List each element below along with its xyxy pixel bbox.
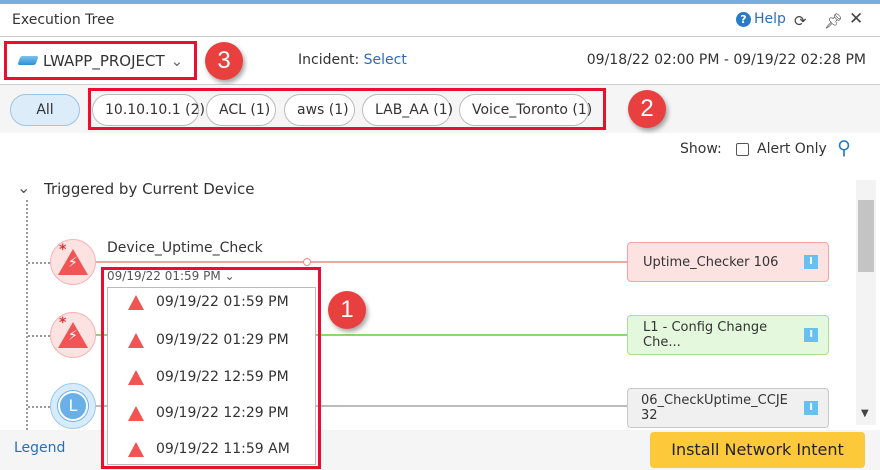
target-box[interactable]: Uptime_Checker 106 I <box>627 242 829 282</box>
info-icon[interactable]: I <box>804 328 818 342</box>
time-dropdown: 09/19/22 01:59 PM 09/19/22 01:29 PM 09/1… <box>107 287 316 465</box>
connector-line <box>96 334 627 336</box>
dropdown-item[interactable]: 09/19/22 01:29 PM <box>128 332 289 348</box>
pin-icon[interactable]: 📌︎ <box>824 12 844 30</box>
header-row: LWAPP_PROJECT ⌄ 3 Incident: Select 09/18… <box>0 37 880 85</box>
alert-node[interactable]: * ⚡︎ <box>50 312 96 358</box>
window-title: Execution Tree <box>12 12 115 28</box>
dropdown-item[interactable]: 09/19/22 11:59 AM <box>128 441 290 457</box>
annotation-badge-1: 1 <box>328 291 366 329</box>
dropdown-item-label: 09/19/22 12:29 PM <box>156 405 289 421</box>
date-range: 09/18/22 02:00 PM - 09/19/22 02:28 PM <box>586 52 866 68</box>
help-icon: ? <box>736 11 751 27</box>
incident-select-link[interactable]: Select <box>363 52 407 68</box>
incident-label: Incident: <box>298 52 360 68</box>
filter-all[interactable]: All <box>10 94 80 126</box>
dropdown-item[interactable]: 09/19/22 01:59 PM <box>128 294 289 310</box>
annotation-box-2 <box>88 88 606 130</box>
connector-line <box>96 405 627 407</box>
schedule-node[interactable]: L <box>50 383 96 429</box>
time-selector[interactable]: 09/19/22 01:59 PM ⌄ <box>107 269 235 283</box>
search-icon[interactable]: ⚲ <box>837 137 851 159</box>
connector-line <box>96 261 627 263</box>
collapse-chevron-icon[interactable]: ⌄ <box>17 178 31 197</box>
project-icon <box>17 56 39 65</box>
filter-bar: All 10.10.10.1 (2) ACL (1) aws (1) LAB_A… <box>0 85 880 133</box>
target-box[interactable]: 06_CheckUptime_CCJE 32 I <box>627 388 829 428</box>
target-label: 06_CheckUptime_CCJE 32 <box>641 393 788 423</box>
info-icon[interactable]: I <box>804 255 818 269</box>
help-label: Help <box>754 11 786 27</box>
filter-pill[interactable]: aws (1) <box>284 94 355 126</box>
alert-icon <box>128 369 144 385</box>
dropdown-item-label: 09/19/22 12:59 PM <box>156 369 289 385</box>
clock-icon: L <box>58 391 88 421</box>
filter-pill[interactable]: 10.10.10.1 (2) <box>92 94 205 126</box>
help-button[interactable]: ? Help <box>736 11 786 27</box>
project-name: LWAPP_PROJECT <box>43 51 165 70</box>
scrollbar-thumb[interactable] <box>858 200 874 272</box>
node-name: Device_Uptime_Check <box>107 240 263 256</box>
alert-icon: ⚡︎ <box>58 322 88 348</box>
annotation-badge-3: 3 <box>205 42 243 80</box>
alert-only-checkbox[interactable] <box>736 143 749 156</box>
chevron-down-icon: ⌄ <box>170 51 184 70</box>
annotation-box-1 <box>101 267 321 469</box>
alert-node[interactable]: * ⚡︎ <box>50 239 96 285</box>
info-icon[interactable]: I <box>804 401 818 415</box>
project-selector[interactable]: LWAPP_PROJECT ⌄ <box>4 41 197 80</box>
connector-dot <box>303 258 311 266</box>
target-label: Uptime_Checker 106 <box>643 254 779 270</box>
dropdown-item[interactable]: 09/19/22 12:59 PM <box>128 369 289 385</box>
target-label: L1 - Config Change Che... <box>643 320 768 350</box>
alert-icon <box>128 405 144 421</box>
top-accent-bar <box>0 0 880 4</box>
alert-icon: ⚡︎ <box>58 249 88 275</box>
tree-branch <box>28 335 50 337</box>
filter-pill[interactable]: ACL (1) <box>206 94 276 126</box>
target-box[interactable]: L1 - Config Change Che... I <box>627 315 829 355</box>
selected-time: 09/19/22 01:59 PM <box>107 269 221 283</box>
filter-pill[interactable]: Voice_Toronto (1) <box>459 94 592 126</box>
dropdown-item-label: 09/19/22 01:59 PM <box>156 294 289 310</box>
close-icon[interactable]: ✕ <box>849 9 864 29</box>
alert-icon <box>128 332 144 348</box>
tree-branch <box>28 406 50 408</box>
section-title: Triggered by Current Device <box>44 180 255 198</box>
tree-branch <box>28 262 50 264</box>
show-label: Show: <box>680 141 722 157</box>
incident-selector: Incident: Select <box>298 52 407 68</box>
alert-icon <box>128 441 144 457</box>
refresh-icon[interactable]: ⟳ <box>794 12 807 30</box>
chevron-down-icon: ⌄ <box>224 269 235 283</box>
alert-only-label[interactable]: Alert Only <box>757 141 827 157</box>
alert-icon <box>128 294 144 310</box>
dropdown-item-label: 09/19/22 11:59 AM <box>156 441 290 457</box>
dropdown-item[interactable]: 09/19/22 12:29 PM <box>128 405 289 421</box>
title-bar: Execution Tree ? Help ⟳ 📌︎ ✕ <box>0 4 880 37</box>
filter-pill[interactable]: LAB_AA (1) <box>362 94 453 126</box>
annotation-badge-2: 2 <box>628 90 666 128</box>
install-network-intent-button[interactable]: Install Network Intent <box>650 432 865 468</box>
legend-link[interactable]: Legend <box>14 440 66 456</box>
tree-connector <box>26 200 28 430</box>
dropdown-item-label: 09/19/22 01:29 PM <box>156 332 289 348</box>
scroll-down-icon[interactable]: ▼ <box>861 408 869 419</box>
